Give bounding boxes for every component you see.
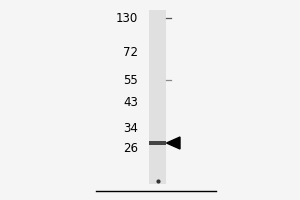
Bar: [149, 141, 166, 145]
Text: 43: 43: [123, 96, 138, 108]
Text: 55: 55: [123, 73, 138, 86]
Text: 34: 34: [123, 121, 138, 134]
Bar: [149, 10, 166, 184]
Text: 26: 26: [123, 142, 138, 154]
Text: 72: 72: [123, 46, 138, 58]
Polygon shape: [167, 137, 180, 149]
Text: 130: 130: [116, 11, 138, 24]
